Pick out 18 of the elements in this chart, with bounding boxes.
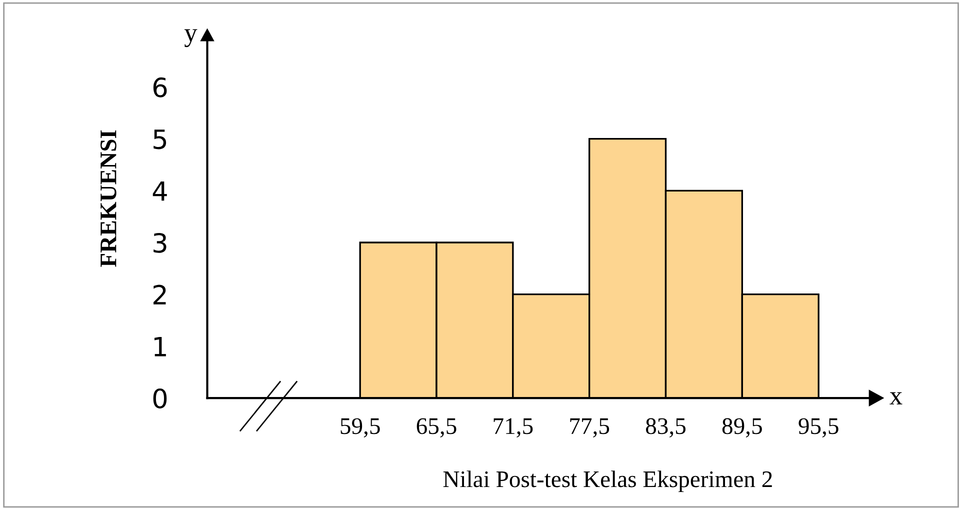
y-tick-label: 6 bbox=[153, 77, 167, 98]
y-tick-label: 4 bbox=[152, 181, 167, 201]
x-tick-label: 77,5 bbox=[570, 418, 610, 438]
x-axis-title: Nilai Post-test Kelas Eksperimen 2 bbox=[443, 470, 772, 492]
text: y bbox=[184, 29, 198, 48]
y-tick-label: 0 bbox=[153, 388, 167, 408]
x-tick-label: 83,5 bbox=[646, 418, 686, 438]
x-tick-label: 59,5 bbox=[340, 418, 380, 438]
x-tick-label: 65,5 bbox=[416, 418, 456, 438]
y-tick-label: 3 bbox=[154, 232, 166, 253]
x-tick-label: 95,5 bbox=[798, 418, 838, 438]
y-axis-title: FREKUENSI bbox=[100, 130, 116, 267]
text: x bbox=[890, 392, 902, 404]
y-tick-label: 2 bbox=[154, 284, 166, 304]
y-tick-label: 1 bbox=[154, 336, 166, 356]
y-tick-label: 5 bbox=[154, 130, 166, 150]
x-tick-label: 71,5 bbox=[494, 418, 533, 438]
x-tick-label: 89,5 bbox=[722, 418, 762, 438]
